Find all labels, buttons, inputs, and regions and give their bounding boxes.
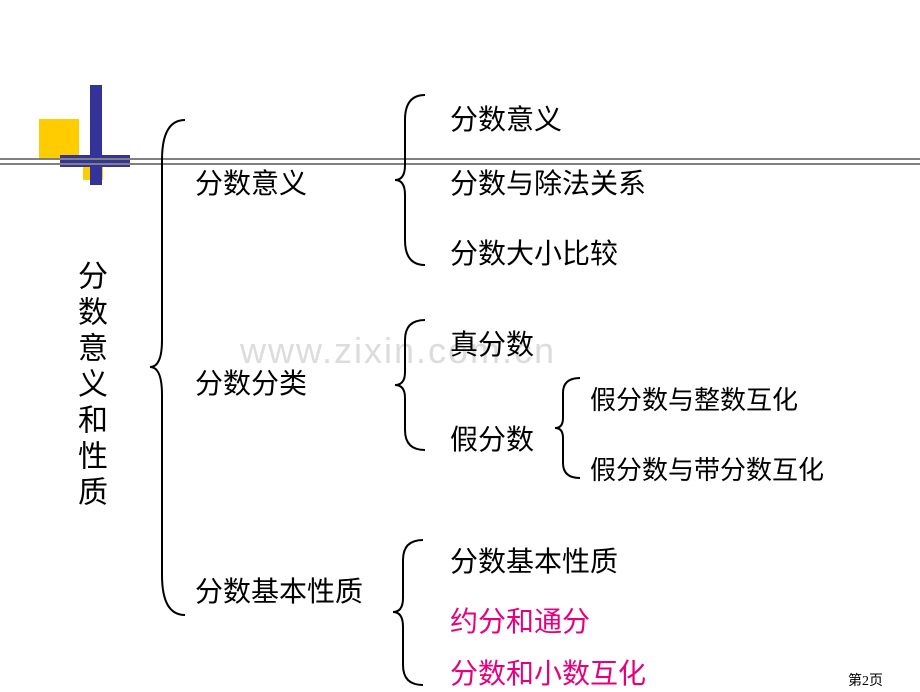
decor-yellow-1 [39, 119, 79, 159]
level1-meaning: 分数意义 [195, 162, 307, 202]
root-label-text: 分数意义和性质 [73, 260, 106, 512]
page-number: 第2页 [848, 670, 883, 690]
meaning-child-2: 分数与除法关系 [450, 162, 646, 202]
brace-root [150, 120, 185, 615]
improper-child-mixed: 假分数与带分数互化 [590, 450, 824, 487]
classify-child-improper: 假分数 [450, 418, 534, 458]
level1-basic: 分数基本性质 [195, 570, 363, 610]
improper-child-integer: 假分数与整数互化 [590, 380, 798, 417]
meaning-child-1: 分数意义 [450, 98, 562, 138]
decor-blue-vertical [90, 85, 102, 185]
meaning-child-3: 分数大小比较 [450, 232, 618, 272]
divider-line-top [0, 158, 920, 160]
basic-child-1: 分数基本性质 [450, 540, 618, 580]
level1-classify: 分数分类 [195, 362, 307, 402]
brace-classify [395, 320, 425, 450]
basic-child-2: 约分和通分 [450, 600, 590, 640]
brace-improper [555, 378, 580, 478]
basic-child-3: 分数和小数互化 [450, 652, 646, 692]
brace-meaning [395, 95, 425, 265]
decor-blue-horizontal [60, 155, 130, 167]
brace-basic [393, 540, 423, 685]
root-label: 分数意义和性质 [40, 260, 110, 512]
classify-child-true: 真分数 [450, 323, 534, 363]
